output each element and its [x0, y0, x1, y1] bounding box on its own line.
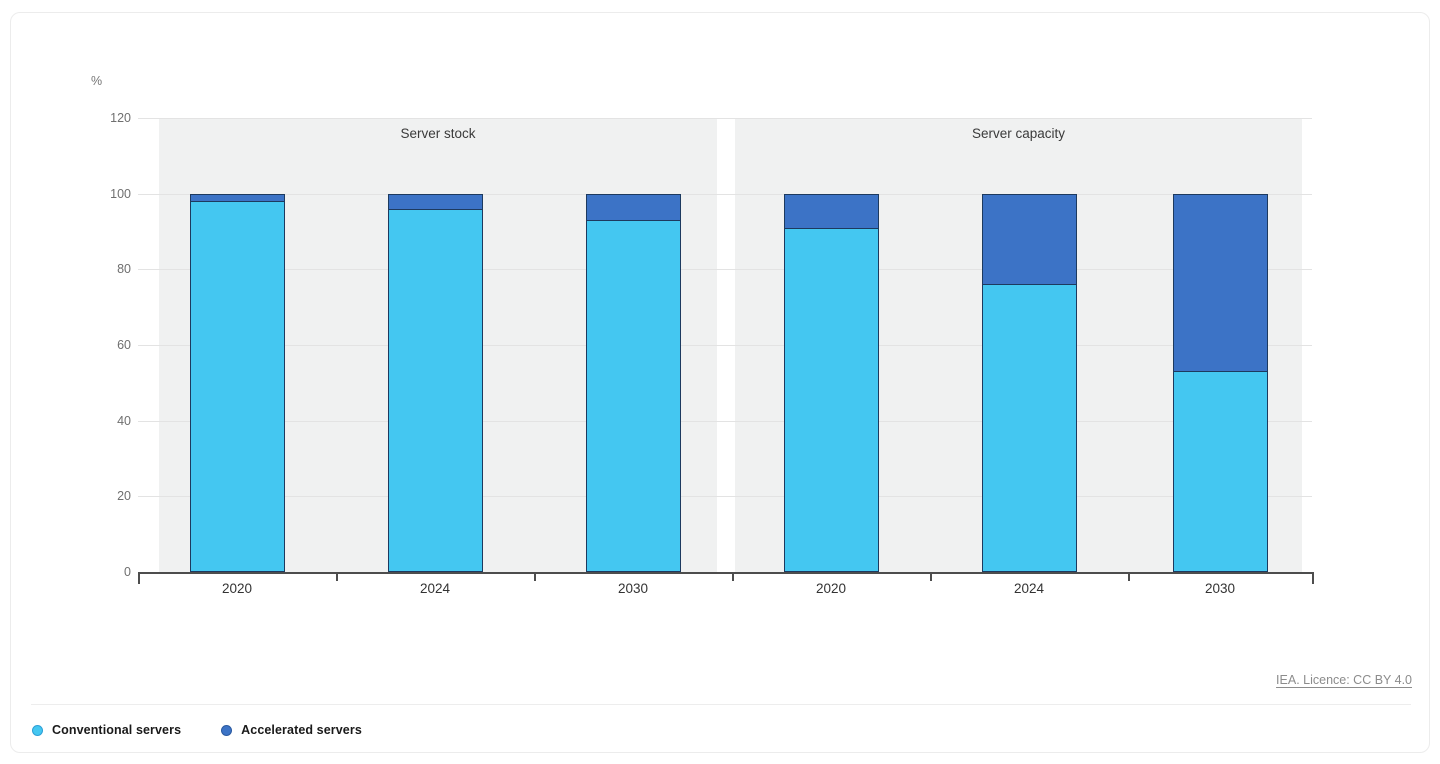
- legend-item[interactable]: Conventional servers: [32, 723, 181, 737]
- stacked-bar[interactable]: [981, 193, 1077, 572]
- x-axis-tick: [1312, 574, 1314, 584]
- x-tick-label: 2020: [815, 581, 847, 596]
- y-tick-label: 120: [110, 111, 131, 125]
- bar-segment-conventional[interactable]: [982, 285, 1076, 571]
- bar-segment-accelerated[interactable]: [1173, 194, 1267, 373]
- y-tick-label: 40: [117, 413, 131, 428]
- bar-segment-accelerated[interactable]: [388, 194, 482, 210]
- gridline: [138, 496, 1312, 498]
- gridline: [138, 420, 1312, 422]
- stacked-bar[interactable]: [783, 193, 879, 572]
- x-tick-label: 2024: [1013, 581, 1045, 596]
- licence-link[interactable]: IEA. Licence: CC BY 4.0: [1276, 673, 1412, 687]
- y-tick-label: 60: [117, 338, 131, 352]
- legend-divider: [31, 704, 1411, 705]
- x-tick-label: 2030: [617, 581, 649, 596]
- chart-plot-area: Server stock Server capacity 0 20 40 60 80 100 1…: [11, 13, 1429, 752]
- stacked-bar[interactable]: [387, 193, 483, 572]
- legend-label: Accelerated servers: [241, 723, 362, 737]
- chart-card: % Server stock Server capacity 0 20 40 60 80 10…: [10, 12, 1430, 753]
- y-tick-label: 20: [117, 489, 131, 504]
- x-axis-tick: [138, 574, 140, 584]
- stacked-bar[interactable]: [585, 193, 681, 572]
- y-tick-label: 80: [117, 262, 131, 277]
- gridline: [138, 193, 1312, 195]
- x-axis-tick: [732, 574, 734, 581]
- stacked-bar[interactable]: [1172, 193, 1268, 572]
- gridline: [138, 118, 1312, 119]
- bar-segment-conventional[interactable]: [1173, 372, 1267, 571]
- y-tick-label: 100: [110, 186, 131, 201]
- legend-item[interactable]: Accelerated servers: [221, 723, 362, 737]
- panel-title: Server stock: [400, 126, 476, 141]
- bar-segment-conventional[interactable]: [784, 228, 878, 571]
- gridline: [138, 269, 1312, 271]
- legend-swatch-icon: [32, 724, 43, 736]
- y-axis-unit-label: %: [91, 74, 103, 88]
- y-tick-label: 0: [124, 565, 131, 579]
- gridline: [138, 345, 1312, 346]
- bar-segment-conventional[interactable]: [388, 209, 482, 571]
- x-tick-label: 2024: [419, 581, 451, 596]
- x-tick-label: 2030: [1204, 581, 1236, 596]
- x-tick-label: 2020: [221, 581, 253, 596]
- x-axis-tick: [534, 574, 536, 581]
- bar-segment-accelerated[interactable]: [784, 194, 878, 229]
- stacked-bar[interactable]: [189, 193, 285, 572]
- bar-segment-accelerated[interactable]: [586, 194, 680, 222]
- x-axis-tick: [930, 574, 932, 581]
- legend-swatch-icon: [221, 724, 233, 736]
- legend-label: Conventional servers: [52, 723, 182, 737]
- x-axis-tick: [336, 574, 338, 581]
- x-axis-line: [138, 572, 1314, 574]
- bar-segment-conventional[interactable]: [190, 202, 284, 571]
- bar-segment-conventional[interactable]: [586, 221, 680, 571]
- x-axis-tick: [1128, 574, 1130, 581]
- bar-segment-accelerated[interactable]: [190, 194, 284, 203]
- chart-legend: Conventional servers Accelerated servers: [32, 723, 362, 737]
- panel-title: Server capacity: [971, 126, 1066, 141]
- bar-segment-accelerated[interactable]: [982, 194, 1076, 286]
